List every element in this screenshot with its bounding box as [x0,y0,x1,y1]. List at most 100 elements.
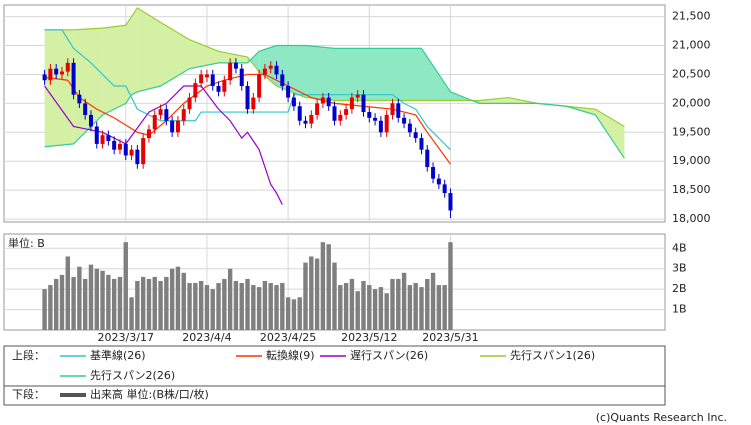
candle-body [431,167,436,179]
bar [233,280,239,330]
bar [164,276,169,330]
cloud [218,51,248,63]
bar [309,256,314,330]
bar [152,276,157,330]
cloud [73,28,103,144]
candle-body [309,114,314,124]
x-tick-label: 2023/5/12 [341,331,397,344]
bar [303,262,308,330]
candle-body [291,97,296,107]
y-tick-label: 3B [672,262,687,275]
unit-label: 単位: B [8,236,45,250]
bar [355,291,360,330]
legend-label: 遅行スパン(26) [350,349,428,362]
cloud [508,97,538,104]
candle-body [59,71,64,75]
candle-body [129,149,134,156]
bar [448,242,453,330]
candle-body [355,94,360,98]
x-tick-label: 2023/4/4 [182,331,231,344]
bar [378,287,384,330]
candle-body [123,143,128,156]
candle-body [117,143,122,150]
candle-body [164,109,169,121]
cloud [44,29,74,147]
cloud [421,48,451,101]
bar [338,285,343,330]
bar [320,242,326,330]
bar [251,285,256,330]
bar [367,285,372,330]
candle-body [407,123,412,133]
candle-body [146,129,151,139]
line-series [44,7,625,128]
candle-body [315,103,320,115]
bar [372,289,378,330]
candle-body [257,74,262,98]
candle-body [239,68,244,87]
bar [175,266,181,330]
candle-body [390,103,395,115]
bar [117,276,123,330]
bar [425,278,430,330]
legend-label: 転換線(9) [266,348,315,362]
candle-body [54,68,59,75]
x-tick-label: 2023/5/31 [422,331,478,344]
bar [384,293,389,330]
bar [407,285,413,330]
bar [343,283,349,330]
cloud [334,48,364,101]
candle-body [384,114,389,133]
candle-body [297,106,302,121]
bar [158,280,163,330]
candle-body [187,97,192,110]
candle-body [141,138,146,165]
bar [326,244,331,330]
bar [268,283,273,330]
footer: (c)Quants Research Inc. [596,411,727,424]
candle-body [193,83,198,98]
y-tick-label: 20,500 [672,67,711,80]
cloud [131,7,138,95]
cloud [102,25,126,115]
candle-body [88,114,93,127]
cloud [305,45,335,101]
candle-body [286,86,291,98]
candle-body [361,94,366,113]
candle-body [448,193,453,211]
bar [430,272,436,330]
candle-body [419,138,424,150]
bar [280,283,285,330]
candle-body [268,65,273,69]
candle-body [349,97,354,110]
bar [216,283,221,330]
candle-body [280,74,285,87]
line-series [44,29,451,151]
candle-body [71,62,76,95]
candle-body [222,80,227,92]
candle-body [106,135,111,141]
bar [187,283,192,330]
bar [140,276,146,330]
bar [245,278,250,330]
candle-body [216,86,221,92]
candle-body [77,94,82,104]
y-tick-label: 19,000 [672,154,711,167]
cloud [247,51,260,72]
cloud [259,45,277,87]
y-tick-label: 20,000 [672,96,711,109]
candle-body [436,178,441,185]
y-tick-label: 1B [672,303,687,316]
candle-body [112,140,117,150]
bar [390,278,395,330]
bar [349,278,355,330]
candle-body [94,126,99,144]
bar [59,274,65,330]
cloud [595,109,625,159]
candle-body [48,68,53,81]
legend-label: 先行スパン2(26) [90,369,175,382]
candle-body [338,114,343,121]
bar [436,285,442,330]
candle-body [413,132,418,139]
